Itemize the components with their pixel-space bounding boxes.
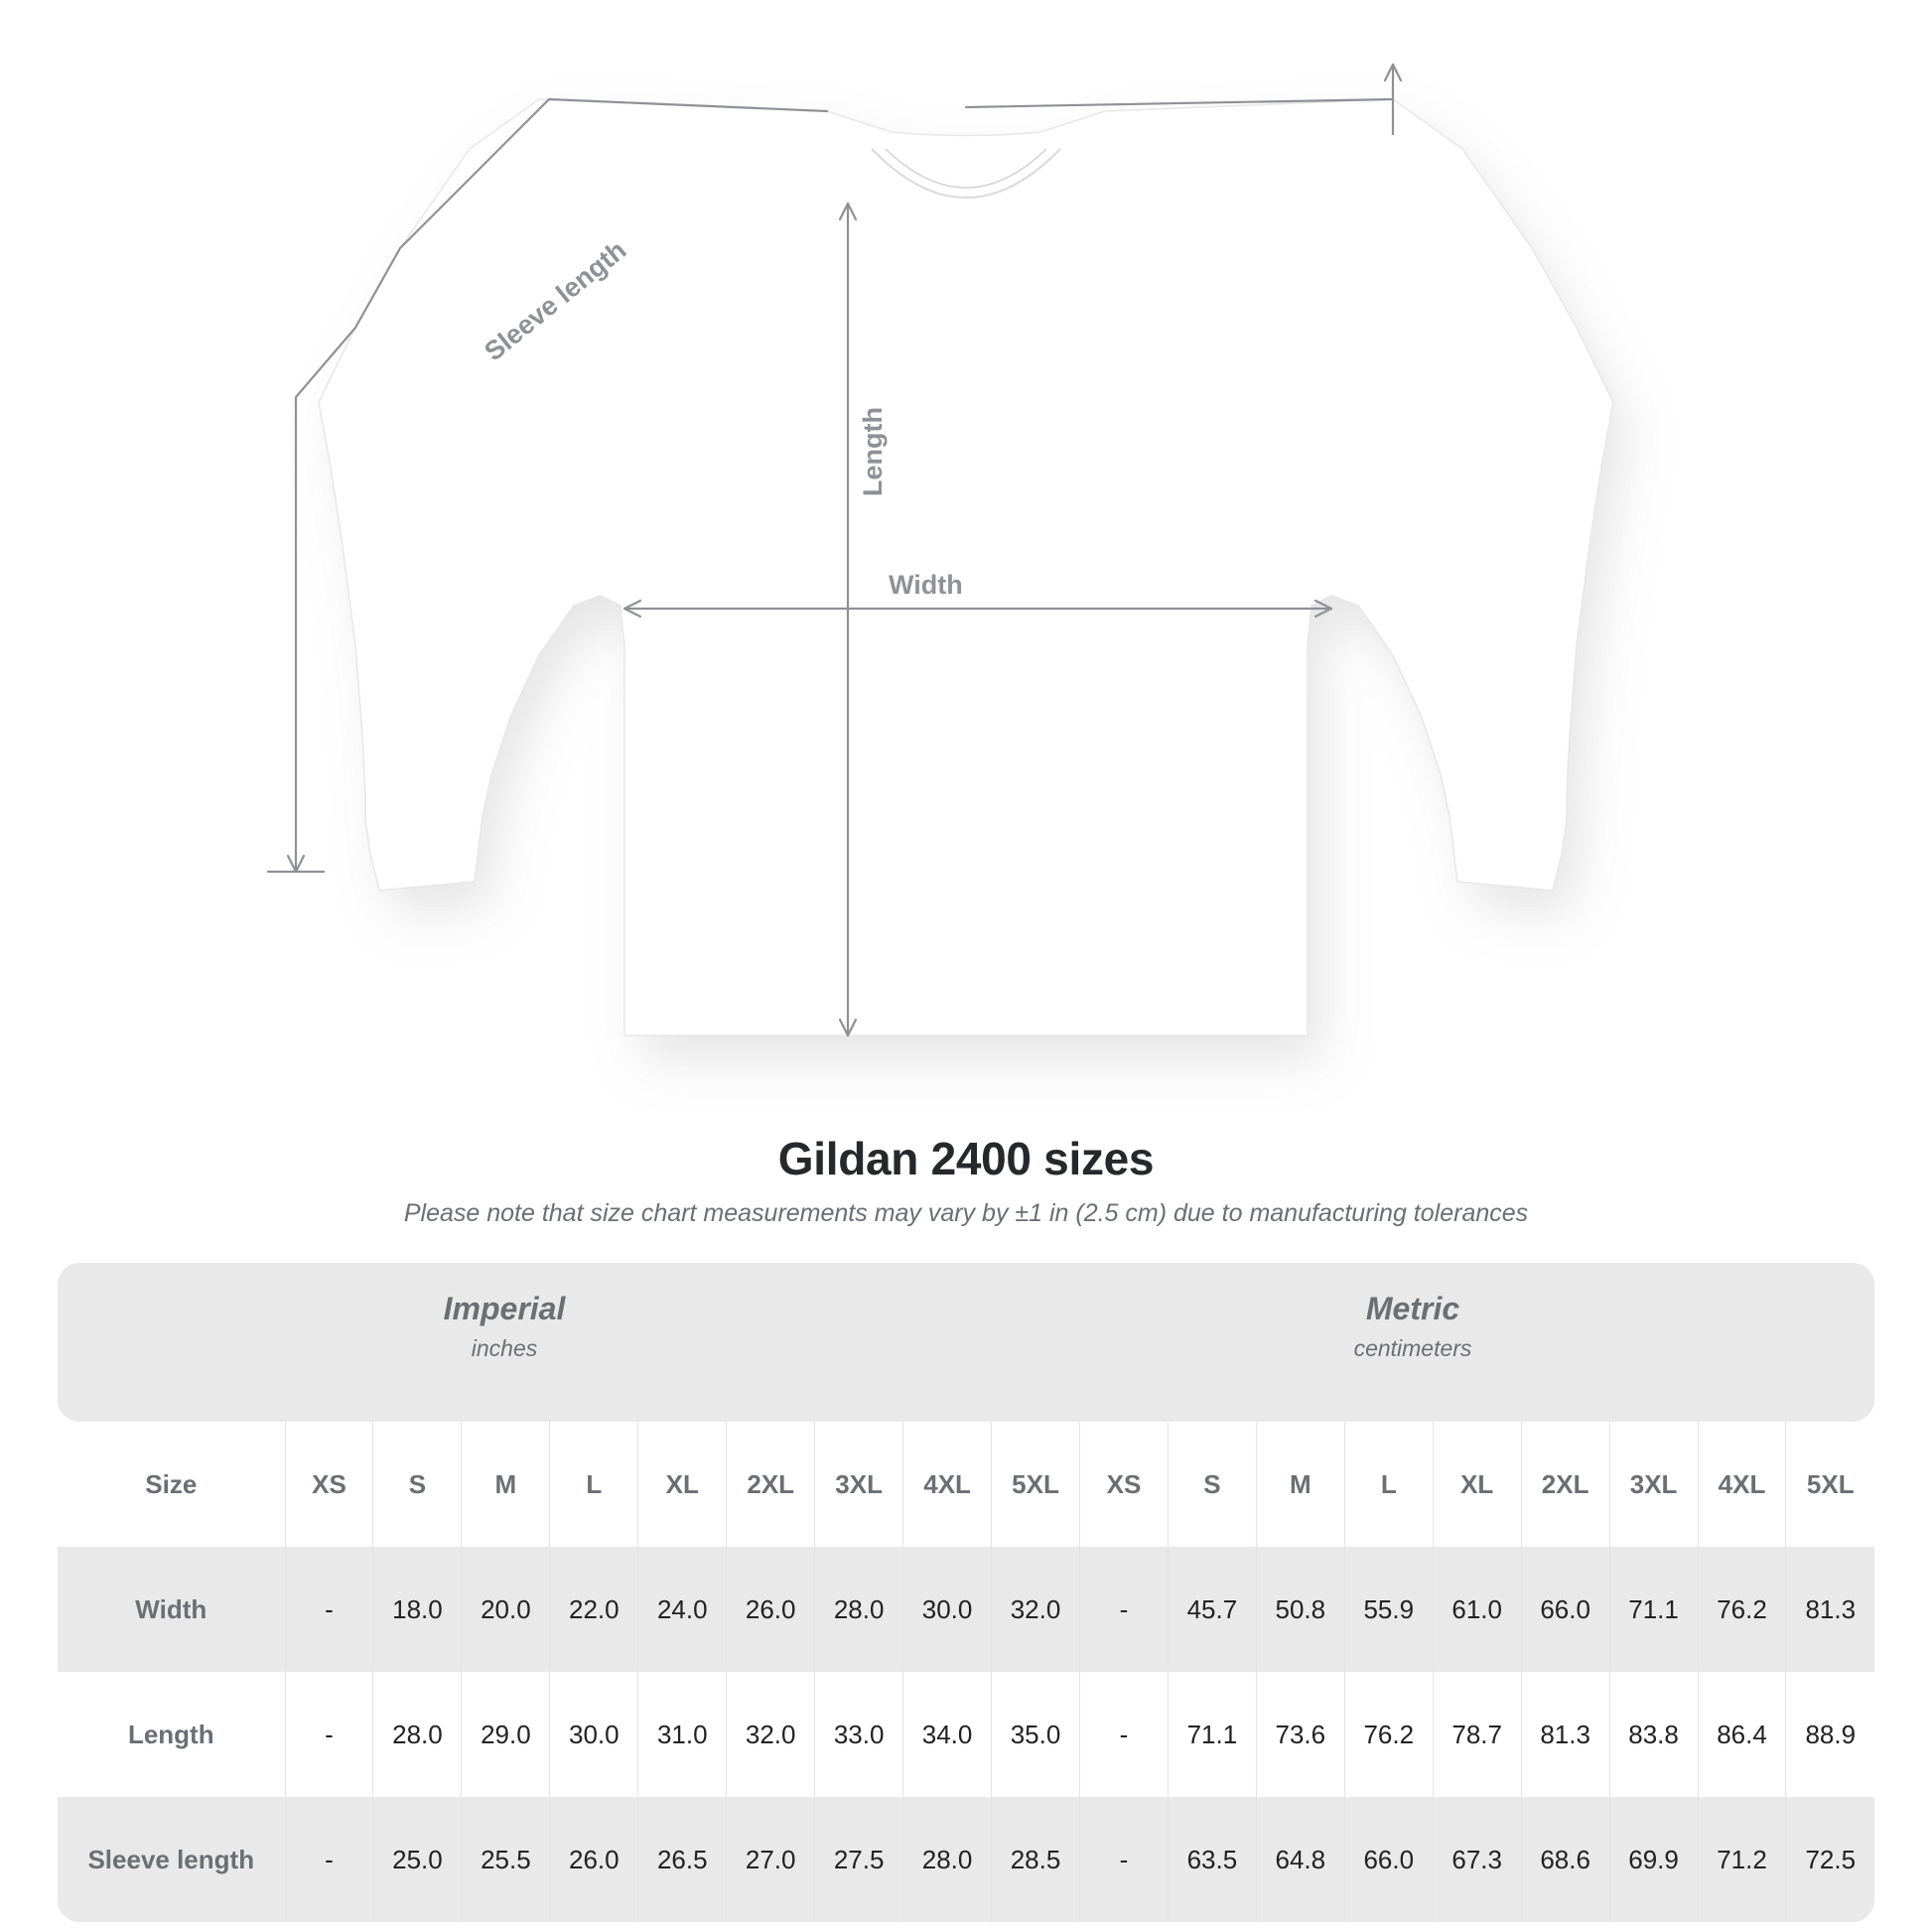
svg-text:Length: Length xyxy=(858,407,888,496)
svg-text:Width: Width xyxy=(889,570,963,600)
